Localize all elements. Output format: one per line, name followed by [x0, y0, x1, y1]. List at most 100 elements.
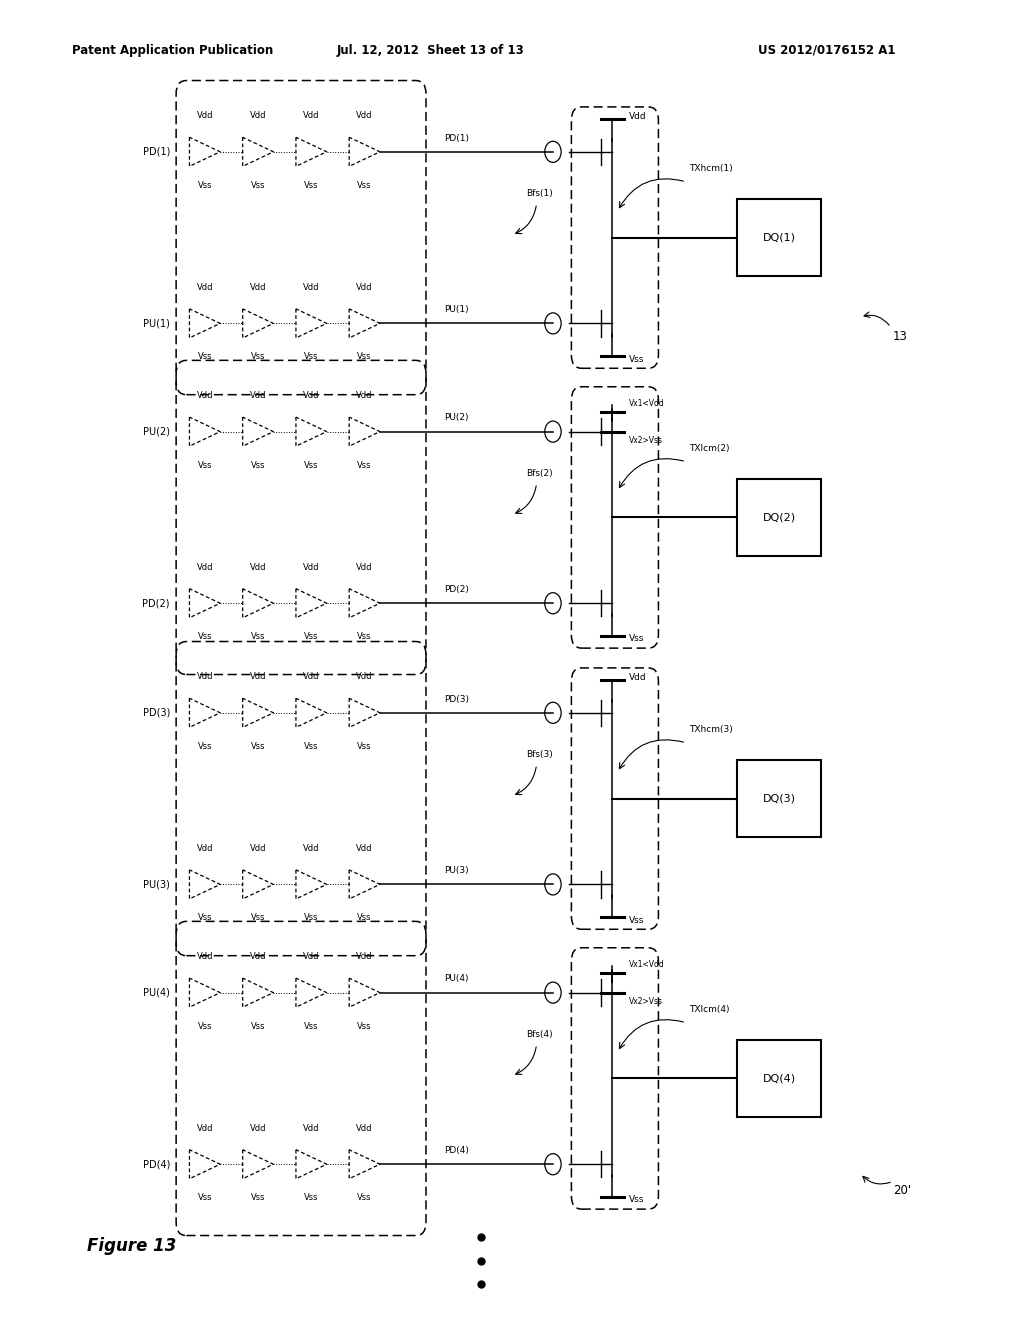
Text: Jul. 12, 2012  Sheet 13 of 13: Jul. 12, 2012 Sheet 13 of 13 [336, 44, 524, 57]
Text: Vss: Vss [357, 352, 372, 362]
Text: Vss: Vss [304, 742, 318, 751]
Text: Vdd: Vdd [250, 391, 266, 400]
Text: Vss: Vss [198, 1193, 212, 1203]
Text: Bfs(2): Bfs(2) [526, 469, 553, 478]
Text: US 2012/0176152 A1: US 2012/0176152 A1 [758, 44, 895, 57]
Text: Vss: Vss [357, 461, 372, 470]
Text: Vdd: Vdd [197, 391, 213, 400]
Text: Vss: Vss [251, 913, 265, 923]
Text: Vss: Vss [629, 916, 644, 924]
Text: Vss: Vss [357, 1193, 372, 1203]
Text: PU(1): PU(1) [443, 305, 469, 314]
Text: Vss: Vss [304, 1193, 318, 1203]
Text: Vss: Vss [304, 1022, 318, 1031]
Text: Bfs(4): Bfs(4) [526, 1030, 553, 1039]
Text: DQ(2): DQ(2) [763, 512, 796, 523]
Text: Vdd: Vdd [303, 843, 319, 853]
Text: Vdd: Vdd [303, 1123, 319, 1133]
Text: DQ(4): DQ(4) [763, 1073, 796, 1084]
Text: Vss: Vss [198, 742, 212, 751]
Text: TXlcm(4): TXlcm(4) [689, 1005, 730, 1014]
Text: Vdd: Vdd [356, 111, 373, 120]
Text: Vdd: Vdd [356, 562, 373, 572]
Text: Vss: Vss [251, 181, 265, 190]
Text: Vdd: Vdd [356, 282, 373, 292]
Text: Vdd: Vdd [250, 843, 266, 853]
Text: Vdd: Vdd [197, 843, 213, 853]
Text: Patent Application Publication: Patent Application Publication [72, 44, 273, 57]
Text: Bfs(1): Bfs(1) [526, 189, 553, 198]
Text: Vss: Vss [198, 913, 212, 923]
Text: Vss: Vss [198, 632, 212, 642]
Text: DQ(1): DQ(1) [763, 232, 796, 243]
Text: PU(4): PU(4) [444, 974, 468, 983]
Text: Vss: Vss [357, 742, 372, 751]
Text: Vdd: Vdd [629, 112, 646, 120]
Text: PD(4): PD(4) [443, 1146, 469, 1155]
Text: Vss: Vss [357, 181, 372, 190]
Text: Figure 13: Figure 13 [87, 1237, 176, 1255]
Text: Vss: Vss [198, 352, 212, 362]
Text: Vx2>Vss: Vx2>Vss [629, 436, 663, 445]
Bar [737, 1040, 821, 1117]
Text: Vdd: Vdd [197, 562, 213, 572]
Text: Vss: Vss [251, 461, 265, 470]
Text: Vdd: Vdd [250, 952, 266, 961]
Text: Vss: Vss [304, 461, 318, 470]
Text: PD(2): PD(2) [443, 585, 469, 594]
Text: Vss: Vss [251, 742, 265, 751]
Text: PD(2): PD(2) [142, 598, 170, 609]
Text: Vss: Vss [198, 181, 212, 190]
Text: Vdd: Vdd [303, 282, 319, 292]
Text: Vss: Vss [251, 1022, 265, 1031]
Text: Vss: Vss [629, 1196, 644, 1204]
Text: Vss: Vss [251, 632, 265, 642]
Text: Vdd: Vdd [250, 282, 266, 292]
Text: TXhcm(1): TXhcm(1) [689, 164, 733, 173]
Text: Vss: Vss [357, 1022, 372, 1031]
Text: Vdd: Vdd [303, 672, 319, 681]
Text: Vx1<Vdd: Vx1<Vdd [629, 960, 665, 969]
Text: Vdd: Vdd [303, 111, 319, 120]
Text: PD(1): PD(1) [443, 133, 469, 143]
Text: PU(1): PU(1) [143, 318, 170, 329]
Text: PU(2): PU(2) [444, 413, 468, 422]
Text: Vss: Vss [251, 352, 265, 362]
Text: Vdd: Vdd [356, 1123, 373, 1133]
Text: PU(3): PU(3) [443, 866, 469, 875]
Text: Vss: Vss [629, 355, 644, 363]
Text: PU(4): PU(4) [143, 987, 170, 998]
Text: PD(4): PD(4) [142, 1159, 170, 1170]
Text: PD(3): PD(3) [142, 708, 170, 718]
Text: Vdd: Vdd [197, 952, 213, 961]
Text: Vdd: Vdd [250, 111, 266, 120]
Bar [737, 479, 821, 556]
Text: Vss: Vss [304, 913, 318, 923]
Text: Vss: Vss [304, 632, 318, 642]
Text: Vdd: Vdd [356, 952, 373, 961]
Text: Vdd: Vdd [629, 673, 646, 681]
Text: TXhcm(3): TXhcm(3) [689, 725, 733, 734]
Text: TXlcm(2): TXlcm(2) [689, 444, 730, 453]
Text: Vdd: Vdd [356, 672, 373, 681]
Text: Vdd: Vdd [197, 1123, 213, 1133]
Text: Vx2>Vss: Vx2>Vss [629, 997, 663, 1006]
Text: Vdd: Vdd [250, 1123, 266, 1133]
Text: Vss: Vss [251, 1193, 265, 1203]
Text: PU(2): PU(2) [143, 426, 170, 437]
Text: Vss: Vss [629, 635, 644, 643]
Text: Vss: Vss [304, 352, 318, 362]
Text: Vdd: Vdd [250, 672, 266, 681]
Text: Vss: Vss [198, 1022, 212, 1031]
Text: Vdd: Vdd [250, 562, 266, 572]
Text: Vss: Vss [198, 461, 212, 470]
Text: Vdd: Vdd [303, 952, 319, 961]
Text: 13: 13 [893, 330, 908, 343]
Text: Vx1<Vdd: Vx1<Vdd [629, 399, 665, 408]
Text: Vdd: Vdd [197, 282, 213, 292]
Bar [737, 199, 821, 276]
Text: PU(3): PU(3) [143, 879, 170, 890]
Text: Vdd: Vdd [197, 672, 213, 681]
Text: 20': 20' [893, 1184, 911, 1197]
Text: PD(3): PD(3) [443, 694, 469, 704]
